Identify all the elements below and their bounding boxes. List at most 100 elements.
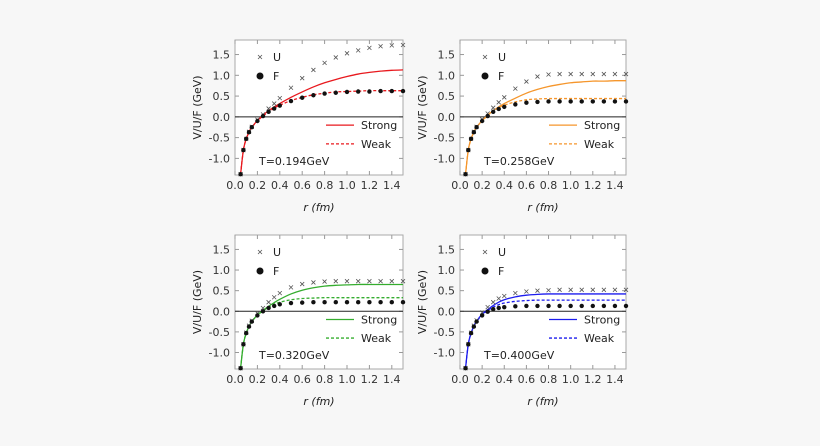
data-point-u xyxy=(271,101,277,106)
data-point-f xyxy=(568,99,573,104)
data-point-u xyxy=(311,280,316,285)
data-point-f xyxy=(333,300,338,305)
data-point-f xyxy=(468,330,474,336)
legend-label-f: F xyxy=(498,265,504,278)
data-point-f xyxy=(356,300,361,305)
data-point-f xyxy=(568,303,573,309)
plot-frame xyxy=(459,234,627,370)
x-axis-label: r (fm) xyxy=(303,201,334,214)
panel-4: 0.0 0.2 0.4 0.6 0.8 1.0 1.2 1.4 -1.0 -0.5 0.0 0.5 1.… xyxy=(416,234,629,408)
data-point-f xyxy=(485,309,490,314)
data-point-u xyxy=(623,71,629,77)
data-point-f xyxy=(524,303,529,309)
y-tick-label: -1.0 xyxy=(209,347,230,360)
data-point-u xyxy=(535,288,540,293)
data-point-u xyxy=(322,279,327,284)
data-point-u xyxy=(557,71,562,77)
legend-label-weak: Weak xyxy=(584,332,615,345)
x-tick-label: 0.2 xyxy=(249,373,267,386)
x-tick-label: 0.6 xyxy=(293,179,311,192)
data-point-f xyxy=(502,304,507,310)
y-tick-label: 1.5 xyxy=(213,49,231,62)
data-point-u xyxy=(367,278,372,284)
data-point-f xyxy=(502,104,507,110)
data-point-u xyxy=(612,71,618,77)
data-point-f xyxy=(288,98,294,104)
data-point-f xyxy=(491,307,496,312)
data-point-f xyxy=(246,324,252,329)
plot-frame xyxy=(459,39,627,176)
x-tick-label: 0.2 xyxy=(473,373,491,386)
y-tick-label: -1.0 xyxy=(209,152,230,165)
data-point-u xyxy=(266,299,271,305)
legend-marker-u xyxy=(482,249,488,255)
x-tick-label: 1.2 xyxy=(584,179,602,192)
data-point-u xyxy=(322,60,327,66)
data-point-f xyxy=(612,99,618,104)
data-point-u xyxy=(546,287,551,293)
data-point-u xyxy=(579,71,585,77)
data-point-f xyxy=(378,88,383,94)
data-point-f xyxy=(612,303,618,309)
legend-label-f: F xyxy=(273,265,279,278)
x-tick-label: 1.2 xyxy=(584,373,602,386)
data-point-f xyxy=(463,171,468,177)
data-point-u xyxy=(333,55,339,60)
data-point-f xyxy=(471,324,477,329)
legend-label-u: U xyxy=(273,51,281,64)
x-tick-label: 0.0 xyxy=(226,373,244,386)
data-point-u xyxy=(501,95,507,100)
data-point-u xyxy=(389,278,395,284)
data-point-u xyxy=(355,278,361,284)
data-point-f xyxy=(579,303,584,309)
data-point-f xyxy=(241,342,246,347)
legend-label-f: F xyxy=(273,70,279,83)
x-tick-label: 0.8 xyxy=(316,373,334,386)
data-point-f xyxy=(491,109,496,115)
data-point-f xyxy=(367,89,372,94)
data-point-f xyxy=(277,103,282,108)
series-line-weak xyxy=(464,299,626,369)
x-tick-label: 0.0 xyxy=(451,373,469,386)
data-point-u xyxy=(288,285,294,290)
data-point-f xyxy=(389,88,394,94)
data-point-f xyxy=(244,330,249,336)
data-point-f xyxy=(300,300,305,305)
data-point-f xyxy=(244,136,249,142)
data-point-f xyxy=(535,99,540,105)
y-tick-label: 1.0 xyxy=(438,69,456,82)
y-axis-label: V/U/F (GeV) xyxy=(191,75,204,139)
x-tick-label: 1.0 xyxy=(338,179,356,192)
x-tick-label: 1.4 xyxy=(606,179,624,192)
legend-label-weak: Weak xyxy=(584,138,615,151)
temperature-annotation: T=0.400GeV xyxy=(483,349,555,362)
data-point-u xyxy=(568,71,573,77)
data-point-u xyxy=(496,100,502,105)
data-point-u xyxy=(367,45,372,51)
data-point-f xyxy=(471,130,477,135)
data-point-f xyxy=(322,91,327,96)
data-point-f xyxy=(485,113,490,119)
legend-label-strong: Strong xyxy=(361,314,397,327)
data-point-f xyxy=(513,102,518,107)
x-tick-label: 0.0 xyxy=(451,179,469,192)
data-point-f xyxy=(367,300,372,305)
series-line-weak xyxy=(464,97,626,175)
y-tick-label: 1.5 xyxy=(438,243,456,256)
x-tick-label: 1.0 xyxy=(338,373,356,386)
data-point-f xyxy=(400,88,406,94)
data-point-f xyxy=(601,99,607,104)
data-point-f xyxy=(601,303,607,309)
data-point-f xyxy=(356,89,361,94)
data-point-f xyxy=(496,305,501,311)
legend-marker-f xyxy=(481,72,489,80)
data-point-f xyxy=(496,106,501,112)
x-tick-label: 0.8 xyxy=(540,179,558,192)
legend-label-u: U xyxy=(498,51,506,64)
data-point-f xyxy=(579,99,584,104)
data-point-f xyxy=(524,100,529,105)
data-point-f xyxy=(266,109,271,115)
y-tick-label: 0.0 xyxy=(213,111,231,124)
data-point-u xyxy=(513,86,518,91)
y-tick-label: -0.5 xyxy=(209,326,230,339)
